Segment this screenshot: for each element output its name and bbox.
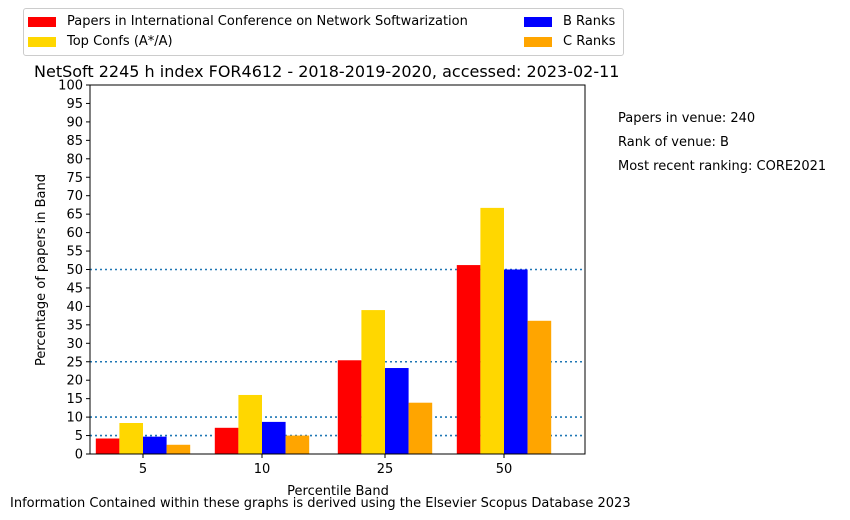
y-tick-label-35: 35 [66,318,83,333]
legend-swatch-top [28,36,56,47]
x-tick-label-25: 25 [377,462,394,477]
bars-group [95,207,552,454]
y-axis-label: Percentage of papers in Band [34,174,49,366]
y-tick-label-85: 85 [66,134,83,149]
bar-series0-cat50 [456,265,481,454]
y-tick-label-75: 75 [66,171,83,186]
footer-source-note: Information Contained within these graph… [10,496,631,511]
y-tick-label-55: 55 [66,245,83,260]
y-tick-label-65: 65 [66,208,83,223]
bar-series0-cat5 [95,438,120,454]
y-axis: 0 5 10 15 20 25 30 35 40 45 50 55 60 65 70 75 80 85 90 95 10… [58,79,90,463]
legend-swatch-c [524,36,552,47]
bar-series3-cat10 [285,435,310,454]
y-tick-label-45: 45 [66,281,83,296]
legend-label-c: C Ranks [563,34,616,49]
bar-series0-cat10 [214,427,239,454]
bar-series2-cat5 [143,436,167,454]
y-tick-label-70: 70 [66,189,83,204]
x-tick-label-10: 10 [254,462,271,477]
y-tick-label-90: 90 [66,115,83,130]
legend-label-b: B Ranks [563,14,616,29]
bar-series2-cat25 [385,368,409,454]
bar-series2-cat50 [504,269,528,454]
legend-item-b: B Ranks [524,14,615,29]
legend-swatch-venue [28,16,56,27]
y-tick-label-60: 60 [66,226,83,241]
side-papers-count: Papers in venue: 240 [618,111,756,126]
bar-series0-cat25 [337,360,362,454]
bar-series1-cat5 [119,423,143,454]
x-axis: 5 10 25 50 [139,454,512,477]
y-tick-label-0: 0 [75,448,83,463]
x-tick-label-50: 50 [496,462,513,477]
bar-series1-cat50 [480,207,504,454]
legend-item-venue: Papers in International Conference on Ne… [28,14,468,29]
legend-label-venue: Papers in International Conference on Ne… [67,14,468,29]
y-tick-label-50: 50 [66,263,83,278]
bar-series2-cat10 [262,421,286,454]
chart-title: NetSoft 2245 h index FOR4612 - 2018-2019… [34,62,620,81]
y-tick-label-100: 100 [58,79,83,94]
bar-series3-cat25 [408,402,433,454]
y-tick-label-15: 15 [66,392,83,407]
bar-series3-cat5 [166,444,191,454]
chart-legend: Papers in International Conference on Ne… [23,8,624,56]
legend-label-top: Top Confs (A*/A) [67,34,173,49]
bar-series1-cat25 [361,310,385,454]
side-recent-ranking: Most recent ranking: CORE2021 [618,159,827,174]
legend-item-c: C Ranks [524,34,615,49]
x-tick-label-5: 5 [139,462,147,477]
y-tick-label-80: 80 [66,152,83,167]
y-tick-label-95: 95 [66,97,83,112]
bar-series3-cat50 [527,320,552,454]
y-tick-label-30: 30 [66,337,83,352]
side-venue-rank: Rank of venue: B [618,135,729,150]
y-tick-label-40: 40 [66,300,83,315]
bar-series1-cat10 [238,394,262,454]
y-tick-label-10: 10 [66,411,83,426]
legend-item-top: Top Confs (A*/A) [28,34,173,49]
y-tick-label-5: 5 [75,429,83,444]
y-tick-label-25: 25 [66,355,83,370]
legend-swatch-b [524,16,552,27]
y-tick-label-20: 20 [66,374,83,389]
x-axis-label: Percentile Band [287,484,389,499]
